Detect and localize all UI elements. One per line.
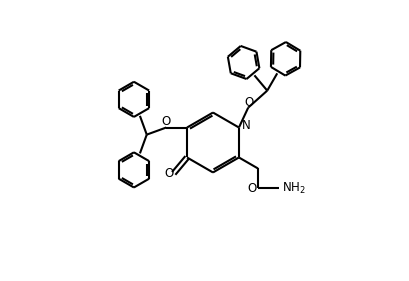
Text: O: O <box>247 182 256 195</box>
Text: O: O <box>243 96 253 108</box>
Text: O: O <box>161 115 171 128</box>
Text: N: N <box>241 119 250 132</box>
Text: O: O <box>164 167 173 180</box>
Text: NH$_2$: NH$_2$ <box>281 181 305 196</box>
